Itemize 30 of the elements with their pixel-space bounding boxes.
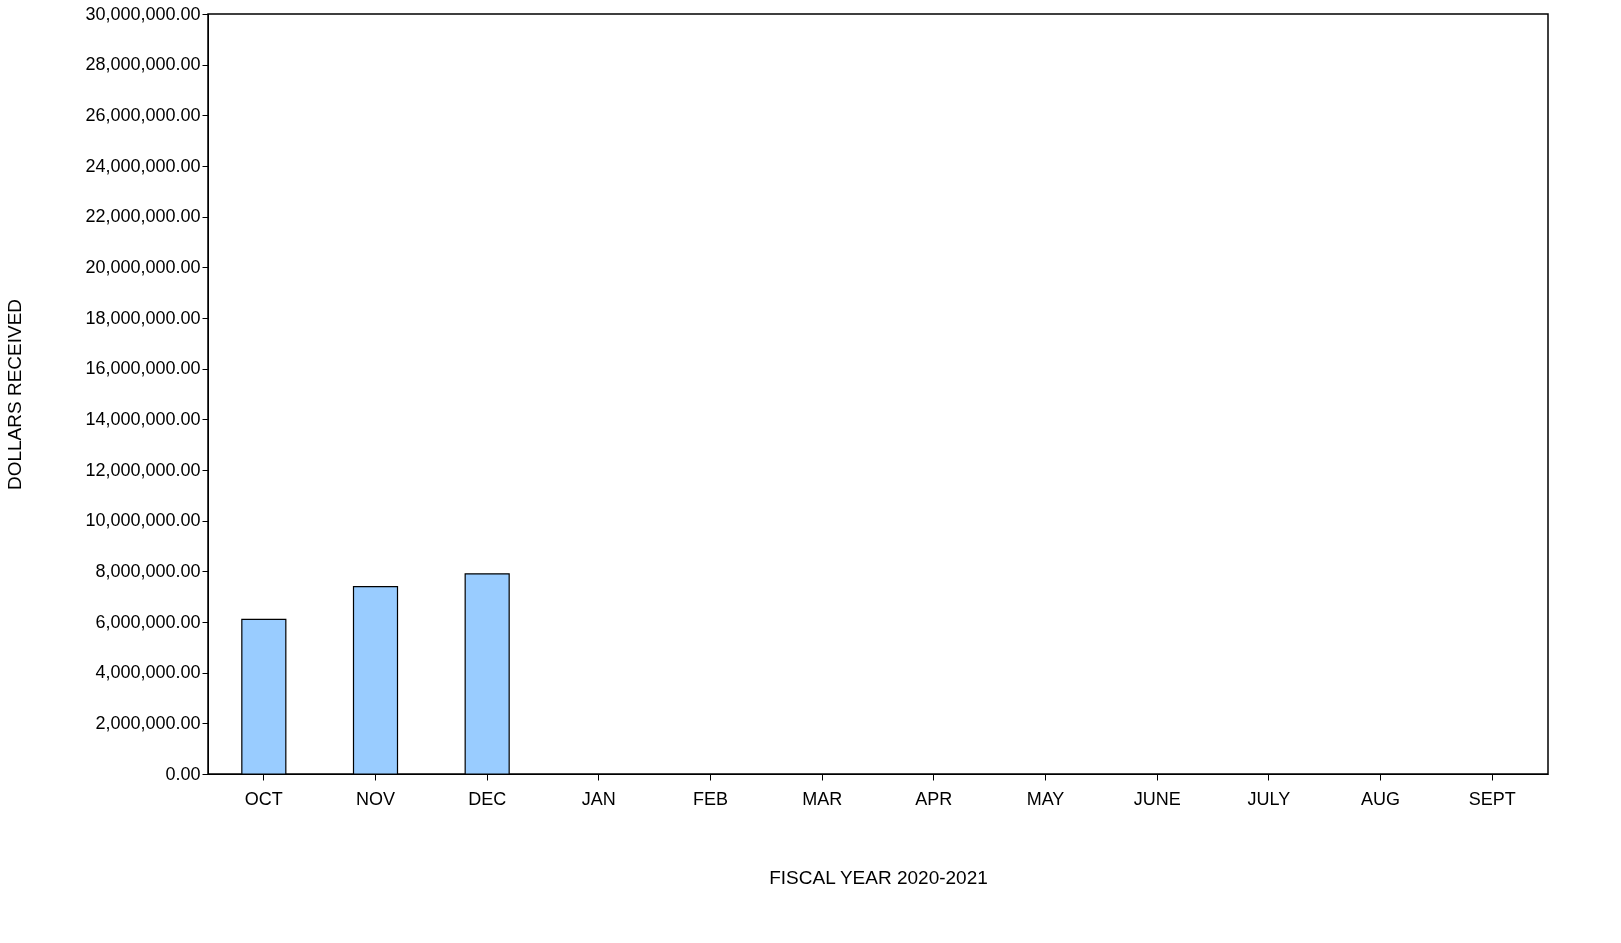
- y-tick-label: 10,000,000.00: [85, 510, 201, 531]
- y-tick-label: 30,000,000.00: [85, 3, 201, 24]
- x-tick-label: JAN: [581, 788, 616, 809]
- y-tick-label: 18,000,000.00: [85, 307, 201, 328]
- x-tick-label: FEB: [692, 788, 729, 809]
- x-tick-label: DEC: [468, 788, 507, 809]
- x-tick-label: NOV: [355, 788, 396, 809]
- x-axis-title: FISCAL YEAR 2020-2021: [769, 866, 988, 888]
- y-tick-label: 4,000,000.00: [95, 662, 201, 683]
- y-tick-label: 24,000,000.00: [85, 155, 201, 176]
- y-tick-label: 20,000,000.00: [85, 256, 201, 277]
- y-tick-label: 0.00: [165, 763, 201, 784]
- x-tick-label: SEPT: [1468, 788, 1516, 809]
- y-tick-label: 16,000,000.00: [85, 358, 201, 379]
- x-tick-label: MAY: [1026, 788, 1065, 809]
- x-tick-label: JUNE: [1133, 788, 1181, 809]
- x-tick-label: MAR: [802, 788, 843, 809]
- y-tick-label: 26,000,000.00: [85, 104, 201, 125]
- y-tick-label: 28,000,000.00: [85, 54, 201, 75]
- x-tick-label: OCT: [244, 788, 283, 809]
- y-tick-label: 22,000,000.00: [85, 206, 201, 227]
- y-tick-label: 6,000,000.00: [95, 611, 201, 632]
- x-tick-label: APR: [915, 788, 953, 809]
- x-tick-label: AUG: [1360, 788, 1401, 809]
- y-tick-label: 2,000,000.00: [95, 712, 201, 733]
- y-tick-label: 12,000,000.00: [85, 459, 201, 480]
- y-axis-title: DOLLARS RECEIVED: [4, 298, 26, 491]
- y-tick-label: 14,000,000.00: [85, 408, 201, 429]
- x-tick-label: JULY: [1247, 788, 1291, 809]
- y-tick-label: 8,000,000.00: [95, 560, 201, 581]
